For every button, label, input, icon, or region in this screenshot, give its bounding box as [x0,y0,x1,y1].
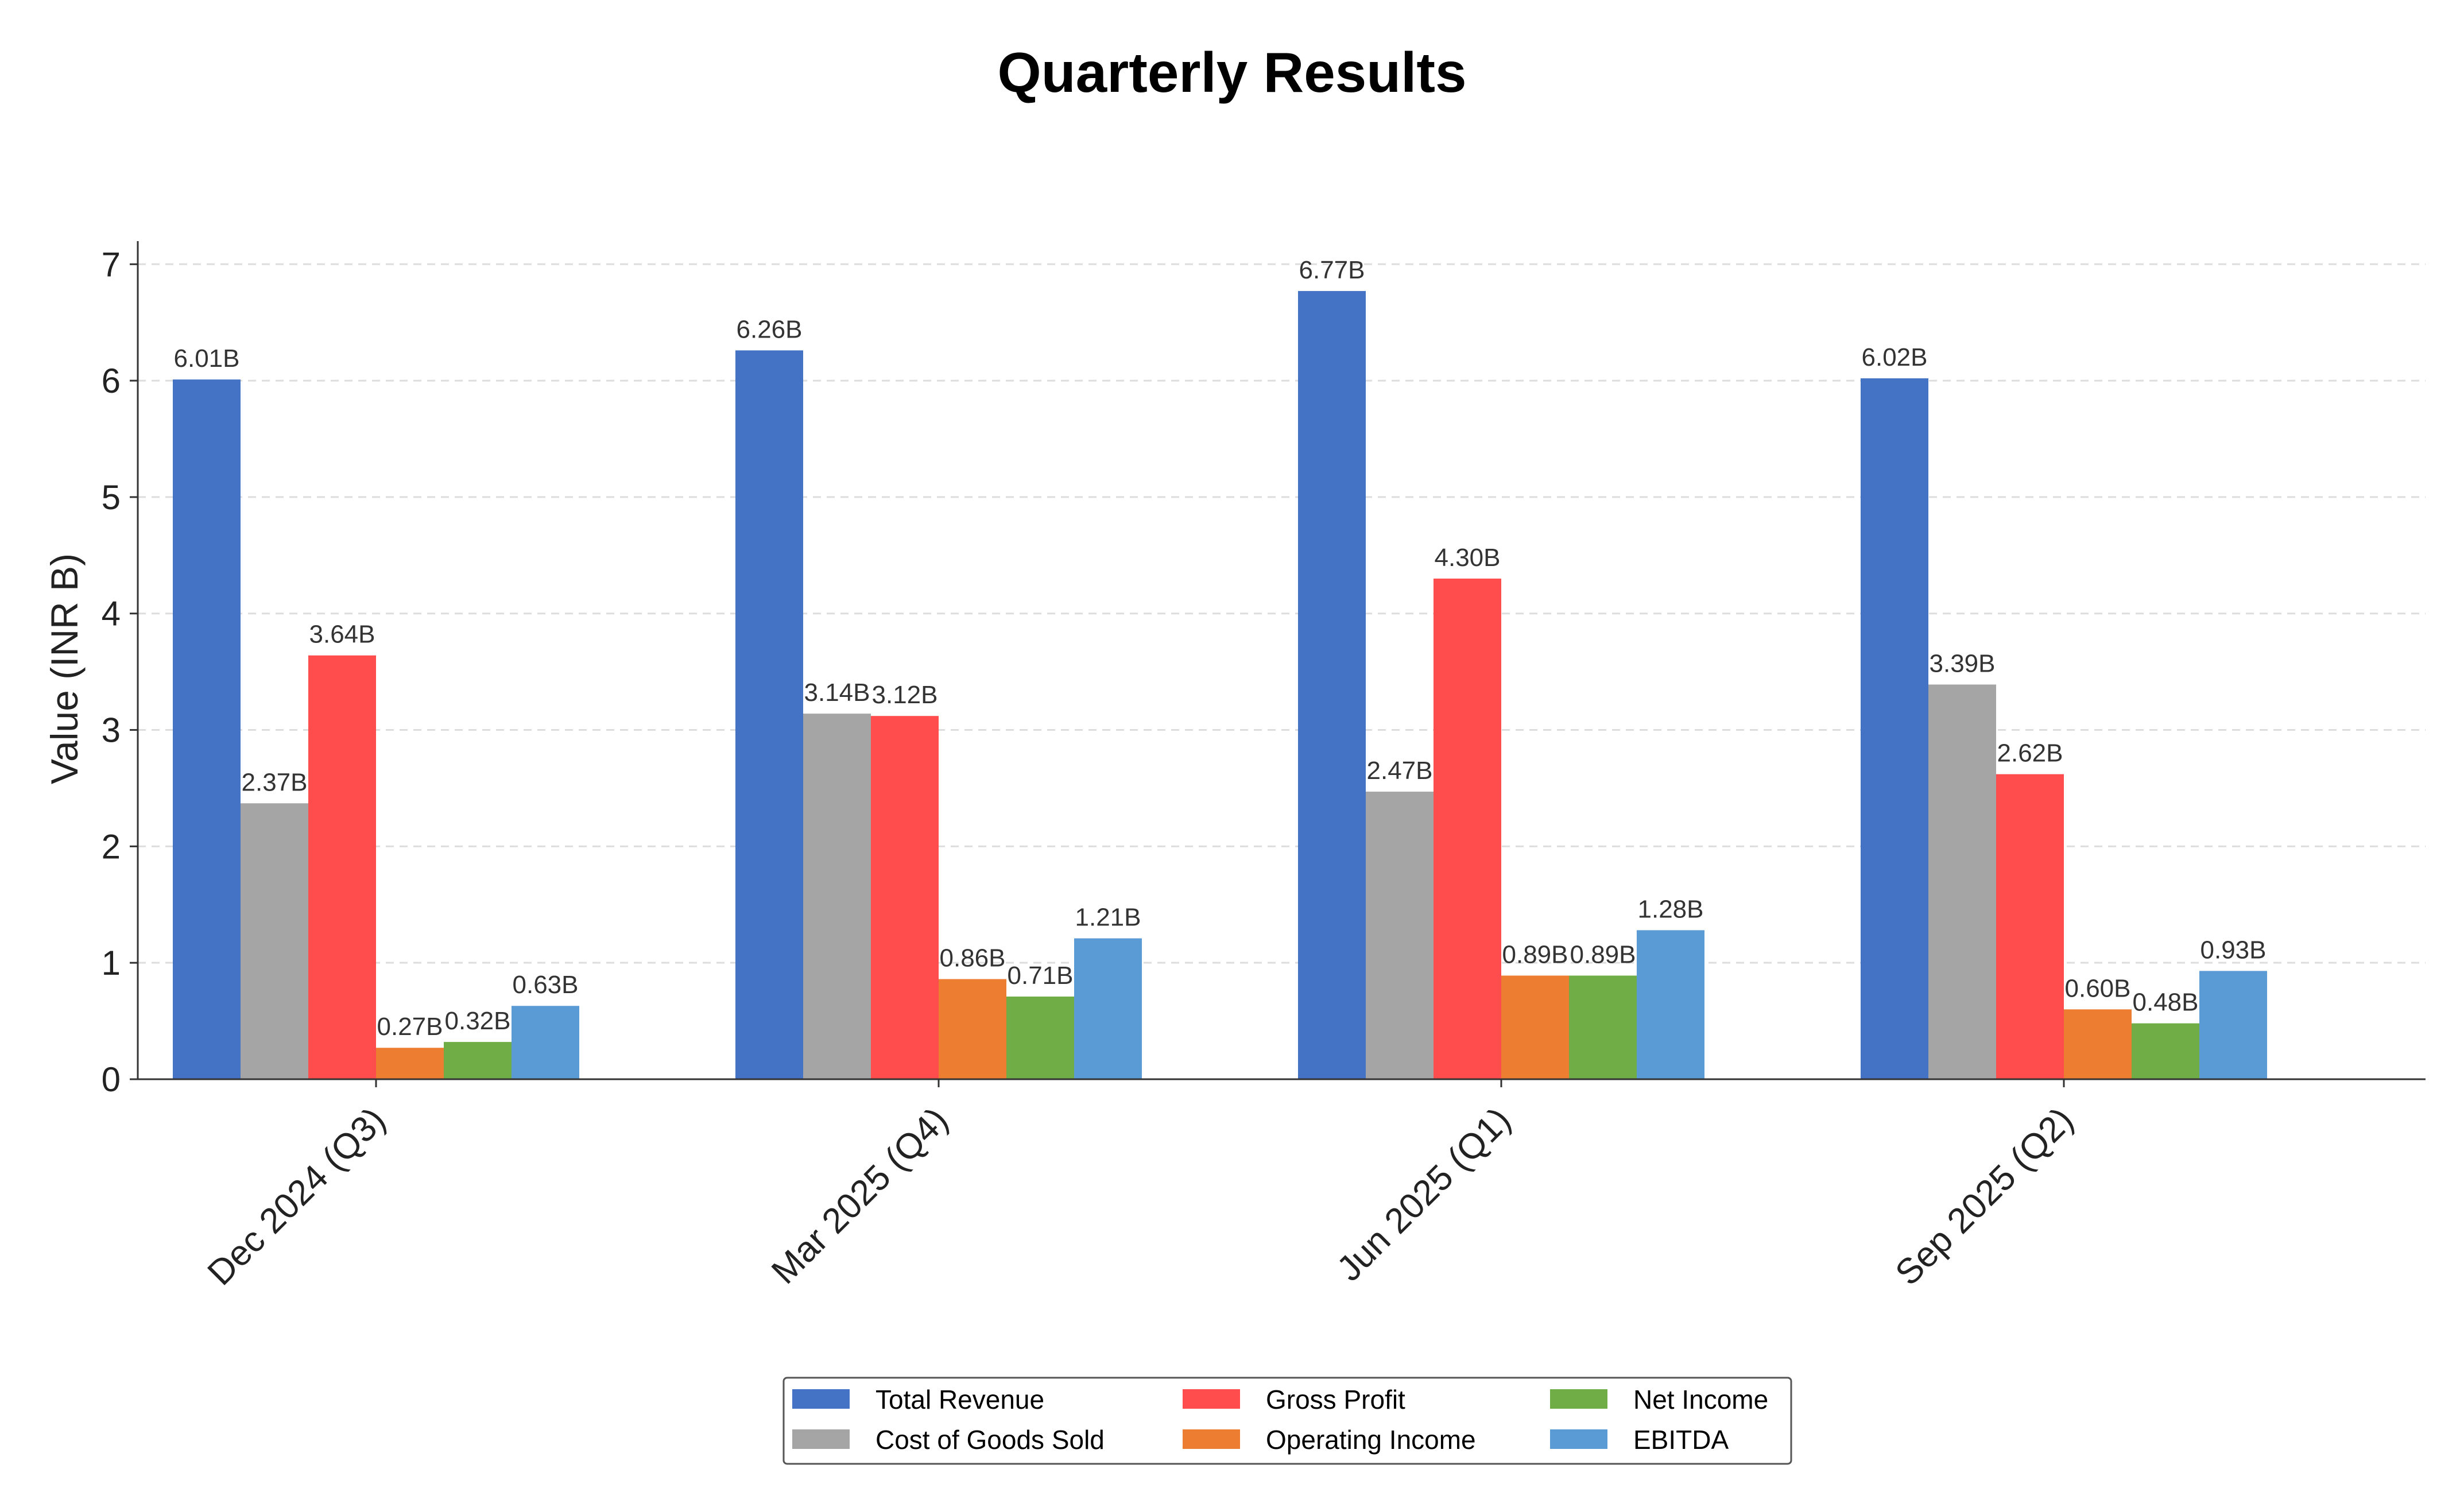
bar [1928,684,1996,1079]
bar [1434,578,1501,1079]
bar [1298,290,1366,1079]
x-tick-label: Sep 2025 (Q2) [1888,1100,2081,1293]
bar [444,1042,512,1079]
data-label: 6.77B [1299,256,1365,284]
bar [1637,930,1704,1079]
y-tick-label: 3 [102,711,121,750]
legend-swatch [792,1429,850,1449]
legend-swatch [1183,1389,1240,1409]
data-label: 4.30B [1435,544,1501,572]
bar [735,350,803,1079]
data-label: 0.71B [1008,962,1074,990]
bar [1006,997,1074,1079]
y-axis-label: Value (INR B) [43,553,86,784]
data-label: 0.63B [513,971,579,999]
y-tick-label: 2 [102,827,121,866]
x-tick-label: Dec 2024 (Q3) [200,1100,393,1293]
data-label: 0.32B [445,1007,511,1035]
data-label: 6.26B [737,315,803,343]
bar [1569,975,1637,1079]
data-label: 0.86B [940,944,1006,972]
bar [2199,971,2267,1079]
y-tick-label: 6 [102,362,121,400]
data-label: 0.89B [1570,940,1636,968]
bars-layer [173,290,2267,1079]
y-tick-label: 0 [102,1060,121,1099]
y-tick-label: 5 [102,478,121,517]
legend-label: Total Revenue [875,1385,1044,1414]
legend-label: Gross Profit [1266,1385,1405,1414]
x-tick-labels: Dec 2024 (Q3) Mar 2025 (Q4) Jun 2025 (Q1) S… [200,1100,2081,1293]
legend-swatch [1550,1389,1607,1409]
y-tick-label: 1 [102,944,121,982]
grid-lines [138,263,2426,1080]
data-label: 3.14B [804,679,870,707]
legend-label: Cost of Goods Sold [875,1425,1105,1455]
bar [1861,378,1928,1079]
axes [130,241,2426,1087]
bar [1074,938,1142,1079]
y-tick-labels: 0 1 2 3 4 5 6 7 [102,245,121,1099]
y-tick-label: 7 [102,245,121,284]
x-tick-label: Mar 2025 (Q4) [764,1100,956,1292]
data-label: 6.02B [1862,343,1928,371]
data-label: 1.21B [1075,904,1141,932]
y-tick-label: 4 [102,595,121,633]
data-label: 3.64B [309,621,375,649]
data-label: 3.39B [1930,649,1996,677]
legend-label: Net Income [1633,1385,1768,1414]
data-label: 2.62B [1997,739,2063,768]
x-tick-label: Jun 2025 (Q1) [1330,1100,1518,1289]
bar [2132,1023,2199,1079]
bar [308,655,376,1079]
bar [871,716,939,1079]
bar [512,1006,579,1079]
legend-swatch [1550,1429,1607,1449]
data-label: 2.47B [1367,757,1433,785]
legend-swatch [792,1389,850,1409]
bar [241,803,308,1079]
data-label: 0.89B [1502,940,1568,968]
data-label: 3.12B [872,681,938,709]
data-label: 1.28B [1638,895,1704,923]
data-label: 2.37B [242,768,308,796]
data-label: 0.60B [2065,974,2131,1002]
bar [1366,792,1434,1079]
data-label: 0.93B [2200,936,2267,964]
bar [1996,774,2064,1079]
legend-label: Operating Income [1266,1425,1476,1455]
data-label: 0.48B [2133,989,2199,1017]
bar [803,714,871,1079]
data-label: 6.01B [174,344,240,373]
bar [173,379,241,1079]
bar [939,979,1006,1079]
legend-frame [782,1377,1792,1465]
legend-swatch [1183,1429,1240,1449]
bar [2064,1009,2132,1079]
bar [1501,975,1569,1079]
legend: Total Revenue Cost of Goods Sold Gross Pro… [782,1377,1792,1465]
bar [376,1048,444,1079]
data-label: 0.27B [377,1013,443,1041]
chart-title: Quarterly Results [998,41,1467,104]
legend-label: EBITDA [1633,1425,1729,1455]
